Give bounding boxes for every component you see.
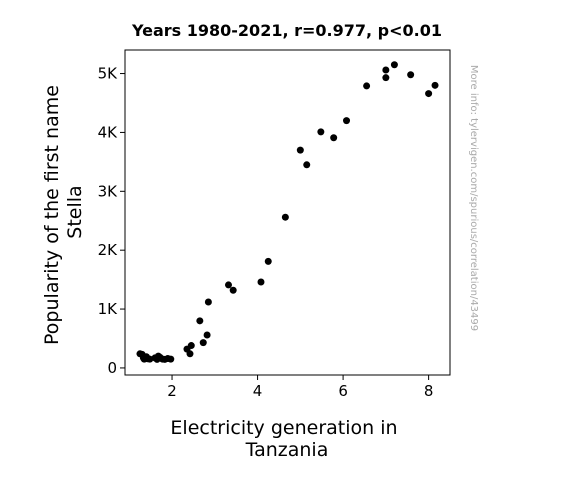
data-point-32 [363, 82, 371, 90]
watermark: More info: tylervigen.com/spurious/corre… [468, 65, 479, 331]
data-point-30 [330, 134, 338, 142]
data-point-21 [204, 298, 212, 306]
data-point-36 [407, 71, 415, 79]
data-point-23 [229, 286, 237, 294]
y-tick-label: 2K [98, 241, 119, 259]
data-point-17 [187, 342, 195, 350]
x-axis-label: Electricity generation in Tanzania [170, 417, 403, 461]
x-tick-label: 4 [253, 382, 263, 400]
data-point-24 [257, 278, 265, 286]
y-tick-label: 4K [98, 123, 119, 141]
x-axis: 2 4 6 8 [167, 375, 433, 400]
x-axis-label-line-1: Electricity generation in [170, 417, 397, 439]
x-axis-label-line-2: Tanzania [245, 439, 329, 461]
data-point-25 [264, 257, 272, 265]
data-point-14 [167, 355, 175, 363]
data-point-27 [296, 146, 304, 154]
data-point-18 [196, 317, 204, 325]
data-point-38 [431, 81, 439, 89]
x-tick-label: 8 [424, 382, 434, 400]
data-point-29 [317, 128, 325, 136]
y-tick-label: 5K [98, 65, 119, 83]
data-point-26 [281, 213, 289, 221]
y-axis-label-line-2: Stella [64, 185, 86, 238]
y-tick-label: 0 [107, 359, 117, 377]
y-axis-label: Popularity of the first name Stella [41, 79, 86, 345]
data-point-28 [303, 161, 311, 169]
data-point-37 [425, 90, 433, 98]
data-point-19 [199, 339, 207, 347]
data-point-16 [186, 350, 194, 358]
data-point-31 [343, 117, 351, 125]
chart-title: Years 1980-2021, r=0.977, p<0.01 [131, 21, 442, 40]
y-axis: 0 1K 2K 3K 4K 5K [98, 65, 125, 377]
x-tick-label: 2 [167, 382, 177, 400]
y-tick-label: 1K [98, 300, 119, 318]
data-point-35 [390, 61, 398, 69]
plot-frame [124, 49, 451, 376]
y-tick-label: 3K [98, 182, 119, 200]
data-point-22 [224, 281, 232, 289]
x-tick-label: 6 [338, 382, 348, 400]
data-point-33 [382, 66, 390, 74]
data-points [136, 61, 439, 363]
data-point-34 [382, 74, 390, 82]
y-axis-label-line-1: Popularity of the first name [41, 85, 63, 345]
data-point-20 [203, 331, 211, 339]
